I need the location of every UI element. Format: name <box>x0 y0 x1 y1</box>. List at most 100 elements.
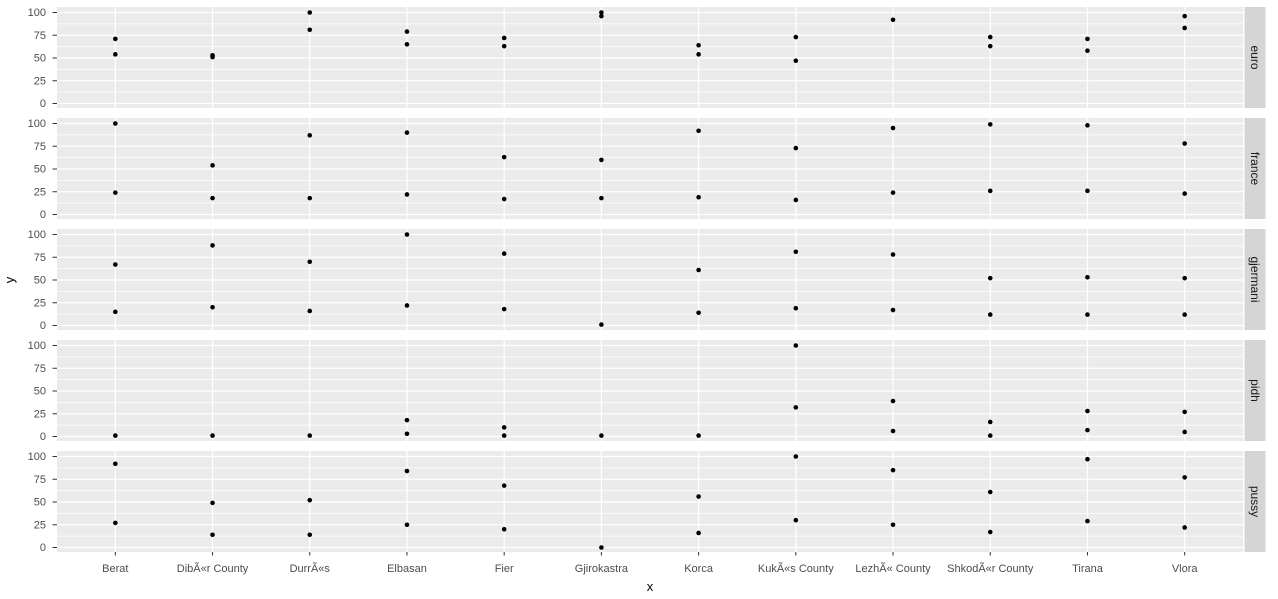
y-tick-label: 50 <box>34 275 46 287</box>
data-point <box>1182 275 1187 281</box>
y-tick-label: 50 <box>34 497 46 509</box>
data-point <box>599 322 604 327</box>
data-point <box>890 398 896 404</box>
y-tick-label: 0 <box>40 320 46 332</box>
y-tick-label: 25 <box>34 186 46 198</box>
data-point <box>404 431 410 437</box>
data-point <box>696 42 701 48</box>
data-point <box>210 195 215 201</box>
data-point <box>404 232 410 237</box>
data-point <box>696 194 701 200</box>
x-tick-label: Tirana <box>1072 563 1104 575</box>
y-axis-title: y <box>2 276 17 283</box>
data-point <box>307 433 313 438</box>
facet-strip-france <box>1244 118 1266 219</box>
data-point <box>210 243 215 248</box>
data-point <box>1182 312 1187 317</box>
data-point <box>987 34 993 40</box>
data-point <box>501 35 507 41</box>
y-tick-label: 100 <box>28 451 46 463</box>
data-point <box>1085 188 1090 194</box>
data-point <box>793 305 799 311</box>
data-point <box>404 29 410 34</box>
data-point <box>501 306 507 312</box>
y-tick-label: 25 <box>34 75 46 87</box>
data-point <box>793 58 799 64</box>
data-point <box>1182 191 1187 196</box>
facet-strip-euro <box>1244 7 1266 108</box>
facet-strip-label: france <box>1248 152 1262 186</box>
data-point <box>1085 312 1090 317</box>
data-point <box>1085 518 1090 524</box>
data-point <box>890 17 896 23</box>
data-point <box>1085 48 1090 54</box>
y-tick-label: 25 <box>34 519 46 531</box>
data-point <box>696 494 701 499</box>
data-point <box>1085 427 1090 433</box>
x-tick-label: ShkodÃ«r County <box>947 562 1034 575</box>
x-tick-label: KukÃ«s County <box>758 562 834 575</box>
x-tick-label: Elbasan <box>387 563 427 575</box>
data-point <box>599 433 604 438</box>
data-point <box>987 529 993 535</box>
data-point <box>501 154 507 160</box>
data-point <box>404 468 410 474</box>
data-point <box>501 483 507 488</box>
data-point <box>599 157 604 163</box>
data-point <box>890 125 896 131</box>
facet-strip-label: pidh <box>1248 379 1262 402</box>
data-point <box>1182 525 1187 530</box>
data-point <box>987 275 993 281</box>
data-point <box>1182 409 1187 415</box>
x-axis-title: x <box>647 579 654 594</box>
data-point <box>1182 25 1187 31</box>
data-point <box>1182 475 1187 480</box>
data-point <box>987 188 993 194</box>
data-point <box>793 145 799 151</box>
data-point <box>1085 456 1090 462</box>
data-point <box>501 433 507 438</box>
data-point <box>987 312 993 317</box>
y-tick-label: 75 <box>34 30 46 42</box>
data-point <box>599 10 604 15</box>
data-point <box>404 303 410 308</box>
facet-strip-label: pussy <box>1248 486 1262 517</box>
x-tick-label: Fier <box>495 563 514 575</box>
data-point <box>210 163 215 168</box>
y-tick-label: 0 <box>40 209 46 221</box>
data-point <box>307 195 313 201</box>
y-tick-label: 50 <box>34 386 46 398</box>
data-point <box>113 461 118 467</box>
data-point <box>113 520 118 526</box>
y-tick-label: 100 <box>28 229 46 241</box>
data-point <box>1085 408 1090 414</box>
y-tick-label: 100 <box>28 7 46 19</box>
data-point <box>599 195 604 201</box>
data-point <box>793 454 799 459</box>
data-point <box>793 517 799 523</box>
data-point <box>890 252 896 257</box>
data-point <box>1085 274 1090 280</box>
data-point <box>501 43 507 49</box>
data-point <box>987 489 993 495</box>
data-point <box>210 532 215 538</box>
data-point <box>696 530 701 536</box>
facet-strip-gjermani <box>1244 229 1266 330</box>
data-point <box>1182 141 1187 146</box>
y-tick-label: 50 <box>34 53 46 65</box>
data-point <box>307 10 313 15</box>
data-point <box>210 305 215 310</box>
data-point <box>987 433 993 438</box>
data-point <box>987 43 993 49</box>
data-point <box>793 405 799 410</box>
data-point <box>210 54 215 60</box>
y-tick-label: 75 <box>34 363 46 375</box>
data-point <box>210 433 215 438</box>
y-tick-label: 50 <box>34 164 46 176</box>
data-point <box>404 522 410 528</box>
y-tick-label: 75 <box>34 252 46 264</box>
data-point <box>1182 429 1187 435</box>
data-point <box>113 309 118 315</box>
